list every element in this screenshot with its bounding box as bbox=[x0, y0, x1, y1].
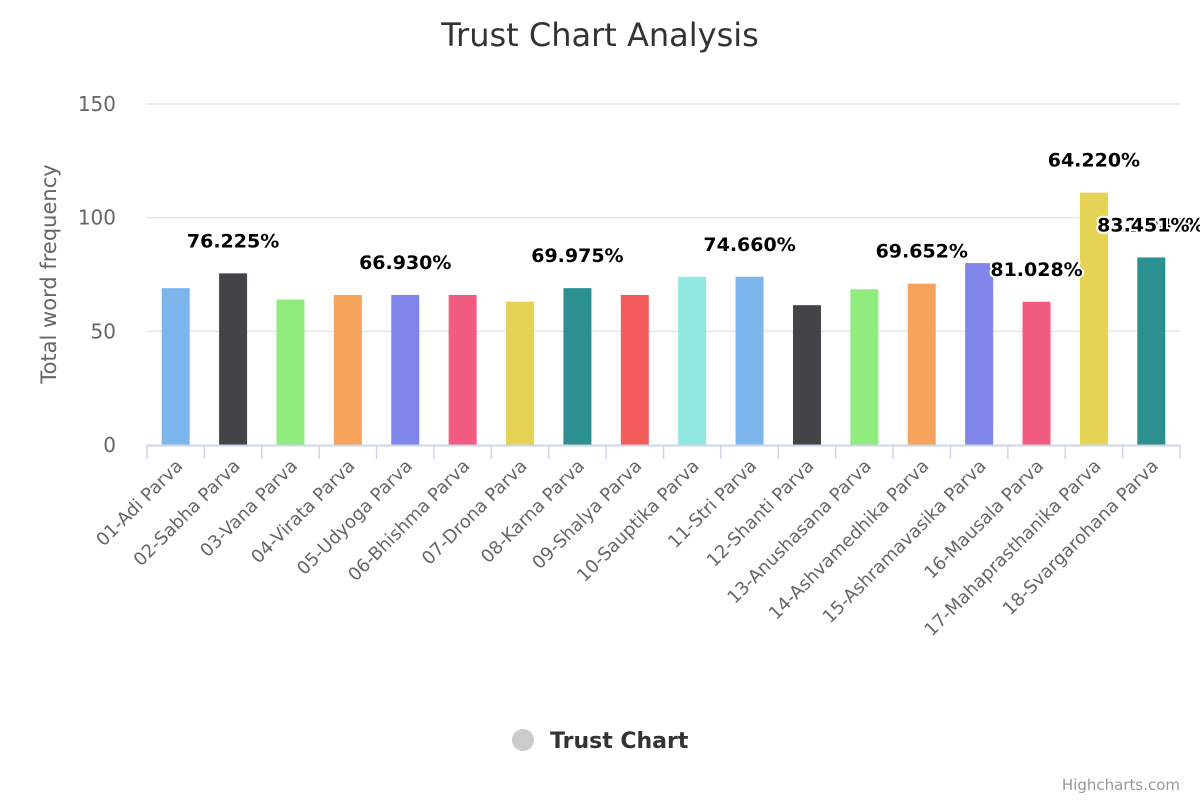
bar[interactable] bbox=[735, 276, 764, 445]
data-label: 83.451% bbox=[1097, 214, 1189, 236]
data-label: 66.930% bbox=[359, 252, 451, 274]
chart-title: Trust Chart Analysis bbox=[440, 16, 759, 54]
bar[interactable] bbox=[965, 263, 994, 445]
credits-link[interactable]: Highcharts.com bbox=[1062, 776, 1180, 794]
data-label: 76.225% bbox=[187, 230, 279, 252]
bar[interactable] bbox=[448, 294, 477, 445]
legend-marker bbox=[512, 729, 534, 751]
bar[interactable] bbox=[563, 288, 592, 445]
bar[interactable] bbox=[219, 273, 248, 445]
bar[interactable] bbox=[792, 305, 821, 445]
bar[interactable] bbox=[850, 289, 879, 445]
bar[interactable] bbox=[620, 294, 649, 445]
y-axis-title: Total word frequency bbox=[37, 164, 61, 384]
legend-label: Trust Chart bbox=[550, 729, 689, 754]
gridlines bbox=[147, 103, 1180, 333]
y-tick-label: 50 bbox=[91, 319, 116, 343]
data-label: 112.081% bbox=[1099, 214, 1200, 236]
x-tick-label: 03-Vana Parva bbox=[196, 456, 302, 562]
x-axis bbox=[146, 444, 1181, 459]
bar[interactable] bbox=[391, 294, 420, 445]
bar[interactable] bbox=[161, 288, 190, 445]
y-axis-ticks: 0 50 100 150 bbox=[78, 92, 116, 457]
y-tick-label: 100 bbox=[78, 206, 116, 230]
bar[interactable] bbox=[1137, 257, 1166, 445]
data-label: 69.652% bbox=[876, 241, 968, 263]
data-label: 81.028% bbox=[990, 259, 1082, 281]
bar[interactable] bbox=[678, 276, 707, 445]
y-tick-label: 0 bbox=[103, 433, 116, 457]
x-tick-label: 07-Drona Parva bbox=[418, 456, 532, 570]
legend-item-trust-chart[interactable]: Trust Chart bbox=[512, 729, 689, 754]
x-tick-label: 12-Shanti Parva bbox=[703, 456, 819, 572]
x-tick-label: 04-Virata Parva bbox=[247, 456, 359, 568]
y-tick-label: 150 bbox=[78, 92, 116, 116]
bar[interactable] bbox=[506, 301, 535, 445]
bars bbox=[161, 192, 1166, 445]
x-tick-label: 02-Sabha Parva bbox=[130, 456, 245, 571]
x-tick-label: 08-Karna Parva bbox=[477, 456, 589, 568]
data-label: 64.220% bbox=[1048, 150, 1140, 172]
bar[interactable] bbox=[907, 283, 936, 445]
data-labels: 76.225% 66.930% 69.975% 74.660% 69.652% 81.02… bbox=[185, 148, 1200, 283]
bar[interactable] bbox=[333, 294, 362, 445]
bar[interactable] bbox=[1022, 301, 1051, 445]
bar[interactable] bbox=[276, 299, 305, 445]
data-label: 69.975% bbox=[531, 245, 623, 267]
bar[interactable] bbox=[1079, 192, 1108, 445]
data-label: 74.660% bbox=[703, 234, 795, 256]
